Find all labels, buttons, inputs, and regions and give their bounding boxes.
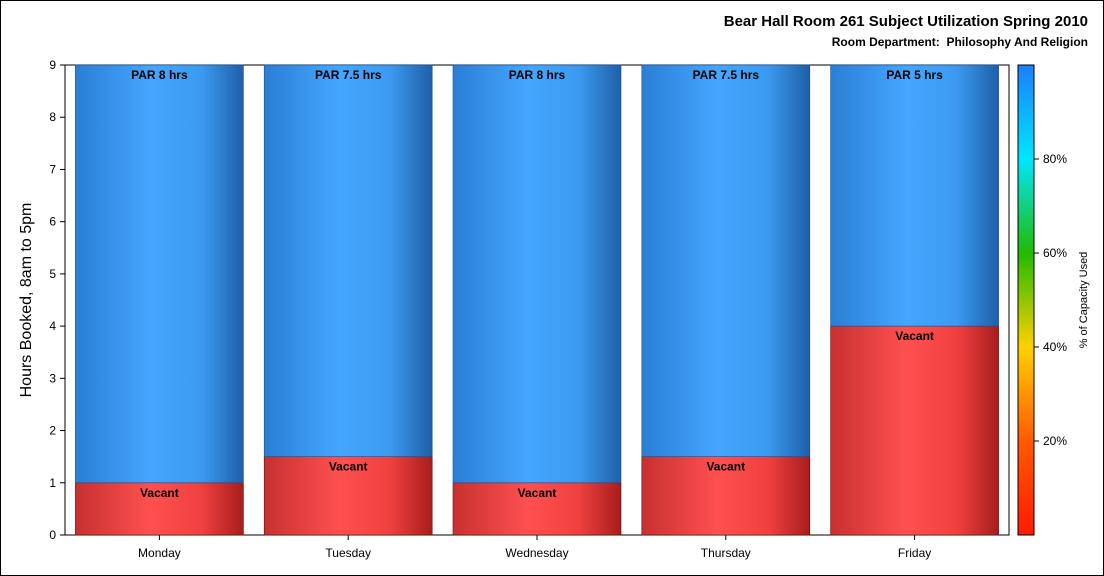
y-tick-label: 6 — [49, 215, 56, 229]
y-tick-label: 4 — [49, 319, 56, 333]
y-tick-label: 1 — [49, 476, 56, 490]
x-tick-label: Thursday — [701, 546, 751, 560]
bar-vacant — [452, 482, 622, 536]
bar-par-label: PAR 8 hrs — [131, 68, 188, 82]
y-tick-label: 5 — [49, 267, 56, 281]
colorbar-tick-label: 20% — [1043, 434, 1067, 448]
bar-par-label: PAR 7.5 hrs — [693, 68, 760, 82]
bar-par — [263, 64, 433, 457]
bar-vacant — [75, 482, 244, 536]
colorbar-tick-label: 80% — [1043, 152, 1067, 166]
bar-vacant — [830, 325, 999, 536]
bar-vacant-label: Vacant — [706, 460, 745, 474]
colorbar-tick-label: 60% — [1043, 246, 1067, 260]
y-tick-label: 8 — [49, 110, 56, 124]
y-tick-label: 2 — [49, 424, 56, 438]
x-tick-label: Friday — [898, 546, 931, 560]
y-axis: 0 1 2 3 4 5 6 7 8 9 — [49, 58, 65, 542]
colorbar-scale — [1017, 64, 1035, 536]
x-tick-label: Wednesday — [505, 546, 568, 560]
bar-vacant-label: Vacant — [518, 486, 557, 500]
x-axis: Monday Tuesday Wednesday Thursday Friday — [138, 535, 931, 560]
chart-subtitle: Room Department: Philosophy And Religion — [831, 35, 1088, 49]
y-axis-label: Hours Booked, 8am to 5pm — [18, 203, 35, 398]
bar-vacant — [263, 456, 433, 536]
bars: PAR 8 hrs Vacant PAR 7.5 hrs Vacant PAR 8 hr… — [75, 64, 999, 536]
bar-par — [75, 64, 244, 484]
y-tick-label: 7 — [49, 162, 56, 176]
y-tick-label: 9 — [49, 58, 56, 72]
bar-par-label: PAR 5 hrs — [886, 68, 943, 82]
colorbar-tick-label: 40% — [1043, 340, 1067, 354]
bar-vacant-label: Vacant — [895, 329, 934, 343]
bar-par — [641, 64, 811, 457]
x-tick-label: Tuesday — [325, 546, 371, 560]
colorbar-label: % of Capacity Used — [1078, 252, 1090, 349]
y-tick-label: 0 — [49, 528, 56, 542]
bar-vacant-label: Vacant — [140, 486, 179, 500]
chart-title: Bear Hall Room 261 Subject Utilization S… — [723, 13, 1088, 30]
bar-vacant-label: Vacant — [329, 460, 368, 474]
y-tick-label: 3 — [49, 371, 56, 385]
colorbar: 20% 40% 60% 80% % of Capacity Used — [1017, 64, 1090, 536]
bar-par — [452, 64, 622, 484]
bar-par-label: PAR 8 hrs — [509, 68, 566, 82]
x-tick-label: Monday — [138, 546, 181, 560]
bar-par-label: PAR 7.5 hrs — [315, 68, 382, 82]
bar-par — [830, 64, 999, 327]
